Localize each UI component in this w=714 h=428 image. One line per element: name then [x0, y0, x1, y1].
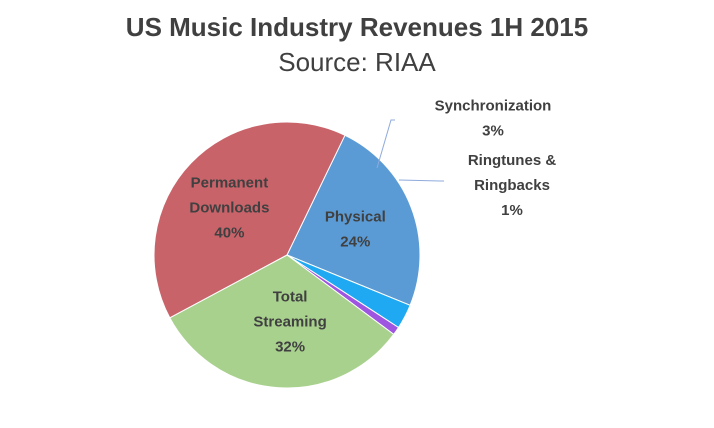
- data-label-physical: Physical 24%: [325, 208, 386, 250]
- leader-line-ringtunes-ringbacks: [398, 179, 444, 182]
- data-label-synchronization: Synchronization 3%: [435, 98, 552, 140]
- pie-slice-permanent-downloads: [153, 121, 346, 319]
- data-label-permanent-downloads: Permanent Downloads 40%: [189, 175, 269, 242]
- leader-line-synchronization: [376, 119, 395, 169]
- pie-slice-physical: [286, 134, 421, 306]
- chart-subtitle: Source: RIAA: [278, 47, 436, 77]
- data-label-ringtunes-ringbacks: Ringtunes & Ringbacks 1%: [468, 152, 556, 219]
- chart-title: US Music Industry Revenues 1H 2015: [125, 12, 589, 42]
- data-label-total-streaming: Total Streaming 32%: [253, 288, 326, 355]
